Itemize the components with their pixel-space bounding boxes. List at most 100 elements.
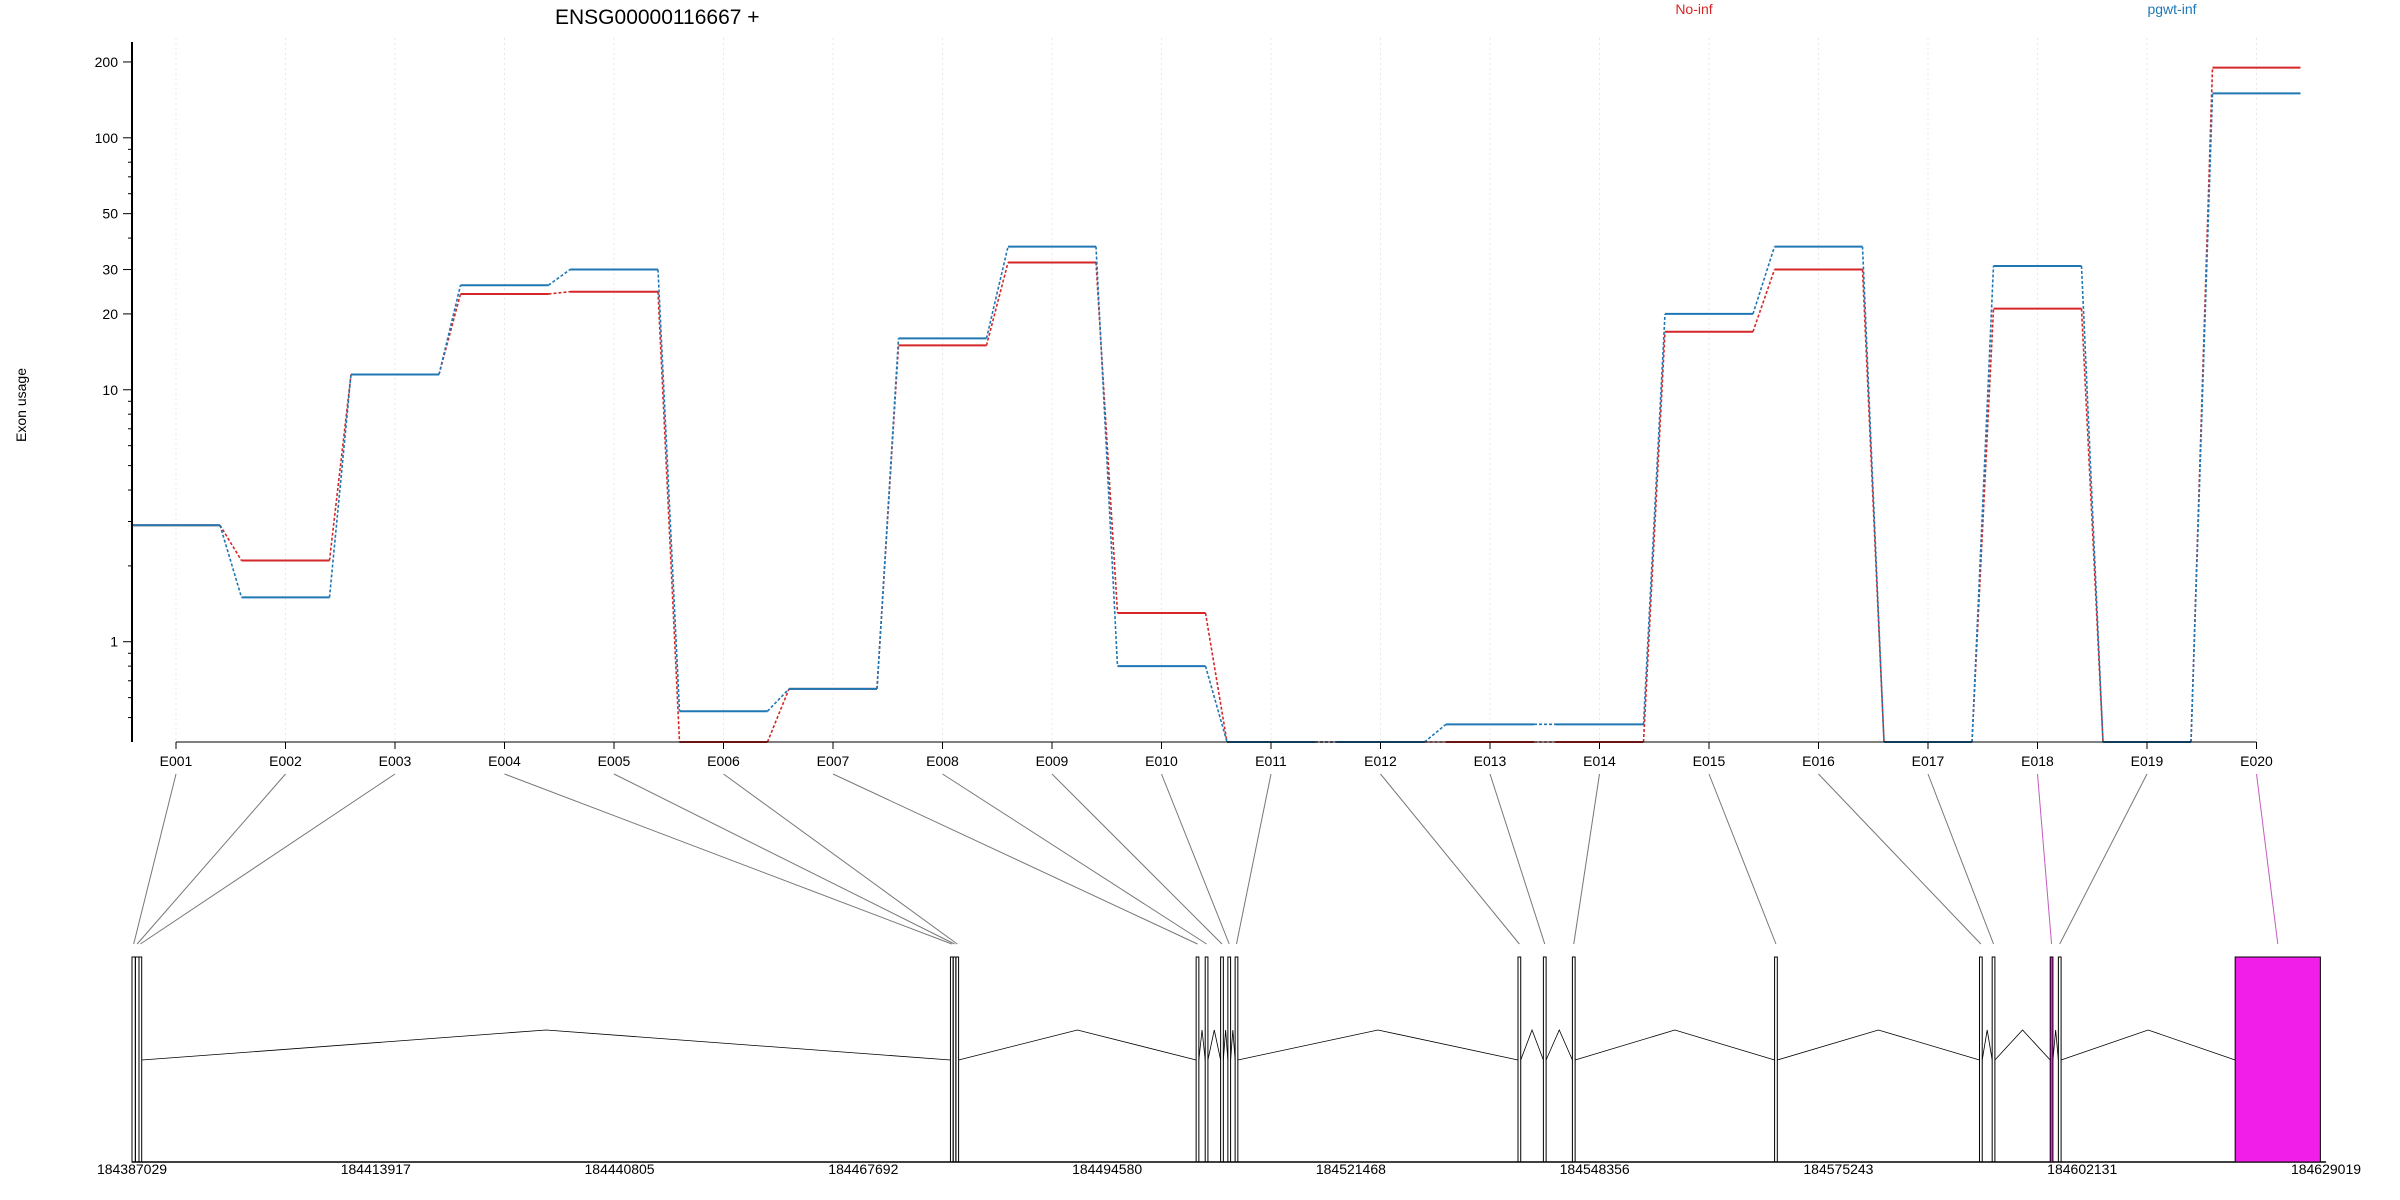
x-tick-label: E003 (379, 753, 412, 769)
exon-box (1571, 956, 1576, 1163)
exon-box (1204, 956, 1209, 1163)
intron-line (1981, 1029, 1993, 1061)
exon-connector-line (1927, 773, 1995, 945)
legend-item-pgwt-inf: pgwt-inf (2147, 1, 2196, 17)
intron-line (1198, 1029, 1206, 1061)
exon-connector-line (1489, 773, 1546, 945)
series-connector (1204, 665, 1228, 743)
exon-connector-line (2256, 773, 2279, 945)
x-tick-label: E008 (926, 753, 959, 769)
exon-box (2049, 956, 2054, 1163)
exon-box (1517, 956, 1522, 1163)
exon-box (1220, 956, 1224, 1163)
intron-line (958, 1029, 1197, 1061)
intron-line (2060, 1029, 2236, 1061)
exon-connector-line (2037, 773, 2053, 945)
exon-box (955, 956, 960, 1163)
series-connector (2190, 93, 2214, 743)
y-tick-label: 30 (102, 262, 118, 278)
intron-line (1520, 1028, 1544, 1061)
series-connector (2080, 308, 2104, 743)
x-tick-label: E020 (2240, 753, 2273, 769)
x-tick-label: E005 (598, 753, 631, 769)
y-tick-label: 100 (95, 130, 119, 146)
intron-line (2052, 1029, 2059, 1061)
series-connector (548, 290, 571, 295)
series-connector (548, 268, 571, 286)
genomic-tick-label: 184387029 (97, 1161, 167, 1177)
x-tick-label: E007 (817, 753, 850, 769)
series-connector (766, 688, 790, 743)
series-connector (1423, 723, 1447, 743)
series-connector (1971, 265, 1995, 743)
exon-box (2057, 956, 2062, 1163)
series-connector (1095, 262, 1119, 614)
axes: E001 E002 E003 E004 E005 E006 E007 E008 E009 E010… (95, 42, 2273, 769)
exon-connector-line (2059, 773, 2148, 945)
series-layer (132, 66, 2301, 743)
exon-connector-line (1708, 773, 1777, 945)
genomic-tick-label: 184575243 (1803, 1161, 1873, 1177)
exon-connector-line (942, 773, 1207, 945)
exon-connector-line (1235, 773, 1272, 945)
genomic-tick-label: 184629019 (2291, 1161, 2361, 1177)
genomic-tick-label: 184440805 (585, 1161, 655, 1177)
x-tick-label: E015 (1693, 753, 1726, 769)
genomic-tick-label: 184548356 (1560, 1161, 1630, 1177)
series-connector (1752, 269, 1776, 332)
exon-box (1195, 956, 1200, 1163)
legend-item-no-inf: No-inf (1675, 1, 1712, 17)
genomic-tick-label: 184521468 (1316, 1161, 1386, 1177)
genomic-tick-label: 184467692 (828, 1161, 898, 1177)
exon-connector-line (723, 773, 958, 945)
series-connector (1204, 612, 1228, 743)
exon-connector-line (1573, 773, 1600, 945)
intron-line (1222, 1029, 1229, 1061)
series-connector (985, 262, 1009, 346)
series-connector (438, 285, 462, 375)
intron-line (1237, 1029, 1519, 1061)
exon-connector-line (1380, 773, 1520, 945)
y-tick-label: 200 (95, 54, 119, 70)
x-tick-label: E019 (2131, 753, 2164, 769)
exon-connector-line (1161, 773, 1230, 945)
exon-box (1234, 956, 1239, 1163)
x-tick-label: E016 (1802, 753, 1835, 769)
series-connector (1861, 269, 1885, 743)
series-connector (1642, 313, 1666, 725)
series-connector (1095, 246, 1119, 667)
x-tick-label: E017 (1912, 753, 1945, 769)
x-tick-label: E012 (1364, 753, 1397, 769)
exon-connector-line (832, 773, 1198, 945)
exon-connector-line (613, 773, 955, 945)
x-tick-label: E004 (488, 753, 521, 769)
series-connector (1752, 246, 1776, 315)
intron-line (1207, 1029, 1222, 1061)
y-axis-label: Exon usage (13, 368, 29, 442)
exon-box (1978, 956, 1983, 1163)
x-tick-label: E014 (1583, 753, 1616, 769)
x-tick-label: E011 (1255, 753, 1287, 769)
series-connector (438, 293, 462, 375)
exon-box (134, 956, 140, 1163)
gene-model: 184387029 184413917 184440805 184467692 1844… (97, 956, 2361, 1177)
intron-line (1575, 1029, 1775, 1061)
series-connector (1861, 246, 1885, 743)
x-tick-label: E001 (160, 753, 193, 769)
intron-line (141, 1029, 951, 1061)
series-connector (985, 246, 1009, 339)
vertical-grid (175, 38, 2257, 742)
y-tick-label: 20 (102, 306, 118, 322)
x-tick-label: E018 (2021, 753, 2054, 769)
genomic-tick-label: 184413917 (341, 1161, 411, 1177)
y-tick-label: 50 (102, 206, 118, 222)
x-tick-label: E002 (269, 753, 302, 769)
exon-box (138, 956, 143, 1163)
x-tick-label: E006 (707, 753, 740, 769)
series-connector (328, 374, 352, 598)
series-connector (766, 688, 790, 712)
exon-connector-line (504, 773, 952, 945)
exon-box (2234, 956, 2321, 1163)
series-connector (219, 524, 243, 561)
exon-box (1774, 956, 1778, 1163)
